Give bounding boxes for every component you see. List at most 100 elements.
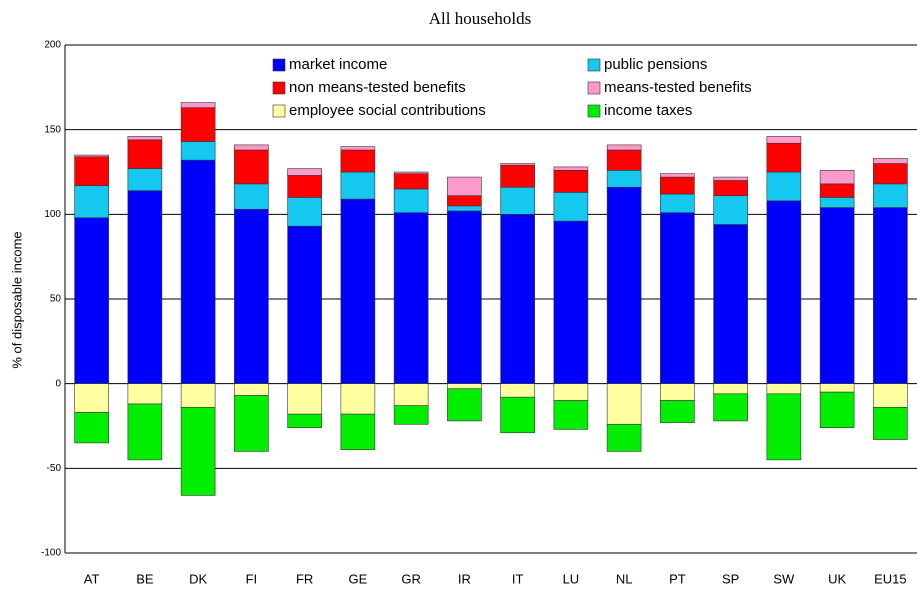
bar-segment: [447, 388, 482, 422]
bar-segment: [393, 405, 429, 425]
bar-segment: [127, 139, 163, 169]
bar-segment: [127, 190, 163, 384]
x-tick-label: PT: [669, 571, 686, 586]
bar-segment: [74, 154, 109, 158]
bar-segment: [500, 164, 535, 188]
bar-segment: [393, 383, 429, 406]
x-tick-label: DK: [189, 571, 207, 586]
bar-segment: [713, 195, 748, 225]
bar-segment: [287, 197, 322, 227]
bar-segment: [500, 163, 535, 166]
bar-segment: [74, 156, 109, 186]
bar-segment: [606, 144, 642, 151]
bar-segment: [766, 136, 802, 144]
bar-segment: [606, 383, 642, 425]
bar-segment: [393, 173, 429, 190]
x-tick-label: GE: [348, 571, 367, 586]
bar-segment: [234, 395, 269, 452]
bar-segment: [553, 166, 589, 171]
legend-swatch: [587, 58, 601, 72]
bar-segment: [713, 224, 748, 384]
bar-segment: [500, 214, 535, 384]
bar-segment: [553, 170, 589, 193]
bar-segment: [180, 383, 216, 408]
bar-segment: [819, 207, 855, 384]
bar-segment: [287, 383, 322, 415]
bar-segment: [234, 144, 269, 151]
bar-segment: [553, 192, 589, 222]
y-tick-label: 0: [55, 378, 61, 389]
y-tick-label: 200: [44, 40, 61, 51]
bar-segment: [180, 159, 216, 384]
x-tick-label: AT: [84, 571, 100, 586]
legend-label: public pensions: [604, 56, 707, 73]
bar-segment: [393, 188, 429, 213]
y-tick-label: 150: [44, 124, 61, 135]
legend-label: market income: [289, 56, 387, 73]
bar-segment: [74, 185, 109, 219]
bar-segment: [340, 171, 376, 200]
y-tick-label: -50: [47, 463, 62, 474]
bar-segment: [180, 141, 216, 161]
bar-segment: [127, 383, 163, 405]
x-tick-label: FI: [246, 571, 258, 586]
bar-segment: [873, 163, 908, 185]
bar-segment: [873, 207, 908, 384]
bar-segment: [127, 136, 163, 141]
bar-segment: [553, 220, 589, 384]
bar-segment: [234, 208, 269, 384]
bar-segment: [180, 102, 216, 108]
bar-segment: [287, 413, 322, 428]
y-tick-label: 50: [50, 294, 62, 305]
bar-segment: [553, 383, 589, 401]
bar-segment: [393, 171, 429, 174]
x-tick-label: GR: [401, 571, 421, 586]
bar-segment: [766, 171, 802, 202]
bar-segment: [713, 176, 748, 181]
bar-segment: [234, 149, 269, 185]
bar-segment: [606, 424, 642, 452]
legend-swatch: [587, 81, 601, 95]
chart-title: All households: [429, 9, 531, 28]
bar-segment: [287, 168, 322, 176]
bar-segment: [713, 393, 748, 422]
x-tick-label: LU: [563, 571, 580, 586]
bar-segment: [393, 212, 429, 384]
bar-segment: [819, 383, 855, 393]
bar-segment: [180, 107, 216, 142]
bar-segment: [287, 175, 322, 198]
bar-segment: [713, 383, 748, 395]
bar-segment: [553, 400, 589, 430]
bar-segment: [873, 407, 908, 440]
legend-label: income taxes: [604, 102, 692, 119]
y-axis-label: % of disposable income: [9, 231, 24, 368]
bar-segment: [447, 383, 482, 390]
x-tick-label: UK: [828, 571, 846, 586]
bar-segment: [180, 407, 216, 496]
bar-segment: [447, 195, 482, 207]
bar-segment: [606, 186, 642, 384]
legend-swatch: [272, 81, 286, 95]
bar-segment: [340, 383, 376, 415]
bar-segment: [340, 146, 376, 151]
legend-swatch: [587, 104, 601, 118]
bar-segment: [873, 383, 908, 408]
x-tick-label: NL: [616, 571, 633, 586]
bar-segment: [766, 200, 802, 384]
bar-segment: [660, 193, 695, 213]
bar-segment: [500, 383, 535, 398]
x-tick-label: IR: [458, 571, 471, 586]
legend-label: employee social contributions: [289, 102, 486, 119]
bar-segment: [873, 158, 908, 164]
bar-segment: [819, 197, 855, 208]
bar-segment: [447, 176, 482, 197]
legend-swatch: [272, 58, 286, 72]
bar-segment: [766, 393, 802, 461]
x-tick-label: SW: [773, 571, 795, 586]
bar-segment: [606, 149, 642, 171]
bar-segment: [819, 183, 855, 198]
bar-segment: [660, 212, 695, 384]
bar-segment: [74, 383, 109, 413]
bar-segment: [606, 170, 642, 188]
bar-segment: [74, 217, 109, 384]
